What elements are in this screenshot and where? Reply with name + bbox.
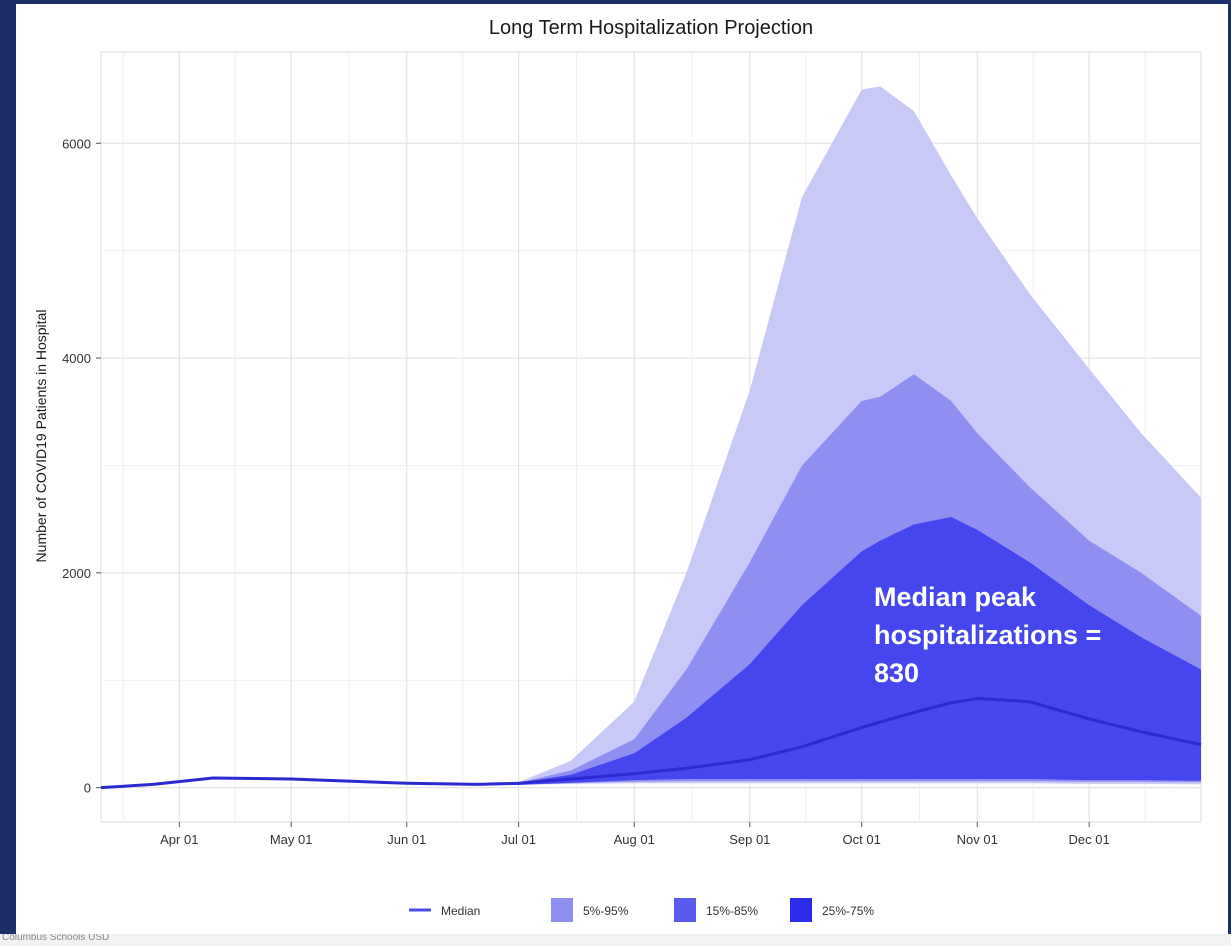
median-line (100, 697, 1202, 790)
y-tick-label: 0 (84, 781, 91, 796)
x-tick-label: May 01 (270, 832, 313, 847)
band-25%-75% (101, 517, 1201, 788)
y-axis-label: Number of COVID19 Patients in Hospital (33, 310, 49, 563)
annotation-line: 830 (874, 658, 919, 688)
y-axis-ticks: 0 2000 4000 6000 (62, 136, 101, 796)
median-series (100, 697, 1202, 790)
legend-label: Median (441, 904, 480, 918)
x-tick-label: Apr 01 (160, 832, 198, 847)
annotation-text: Median peak hospitalizations = 830 (874, 582, 1101, 688)
y-tick-label: 2000 (62, 566, 91, 581)
legend-label: 5%-95% (583, 904, 629, 918)
legend-label: 25%-75% (822, 904, 874, 918)
x-tick-label: Dec 01 (1069, 832, 1110, 847)
chart-title: Long Term Hospitalization Projection (489, 17, 813, 39)
annotation-line: hospitalizations = (874, 620, 1101, 650)
legend-key-25%-75% (790, 898, 812, 922)
footer-text: Columbus Schools USD (2, 934, 110, 943)
uncertainty-bands (101, 86, 1201, 788)
x-tick-label: Jul 01 (501, 832, 536, 847)
legend-label: 15%-85% (706, 904, 758, 918)
x-tick-label: Sep 01 (729, 832, 770, 847)
legend-key-5%-95% (551, 898, 573, 922)
x-tick-label: Oct 01 (843, 832, 881, 847)
chart-svg: Long Term Hospitalization Projection 0 20… (33, 17, 1202, 922)
legend: Median 5%-95% 15%-85% 25%-75% (409, 898, 874, 922)
annotation-line: Median peak (874, 582, 1037, 612)
y-tick-label: 6000 (62, 136, 91, 151)
chart-frame: Long Term Hospitalization Projection 0 20… (16, 4, 1228, 934)
footer-strip: Columbus Schools USD (0, 934, 1231, 946)
legend-key-15%-85% (674, 898, 696, 922)
x-axis-ticks: Apr 01 May 01 Jun 01 Jul 01 Aug 01 Sep 01 Oct … (160, 822, 1110, 847)
x-tick-label: Nov 01 (957, 832, 998, 847)
x-tick-label: Aug 01 (614, 832, 655, 847)
x-tick-label: Jun 01 (387, 832, 426, 847)
y-tick-label: 4000 (62, 351, 91, 366)
peak-annotation: Median peak hospitalizations = 830 (874, 582, 1101, 688)
